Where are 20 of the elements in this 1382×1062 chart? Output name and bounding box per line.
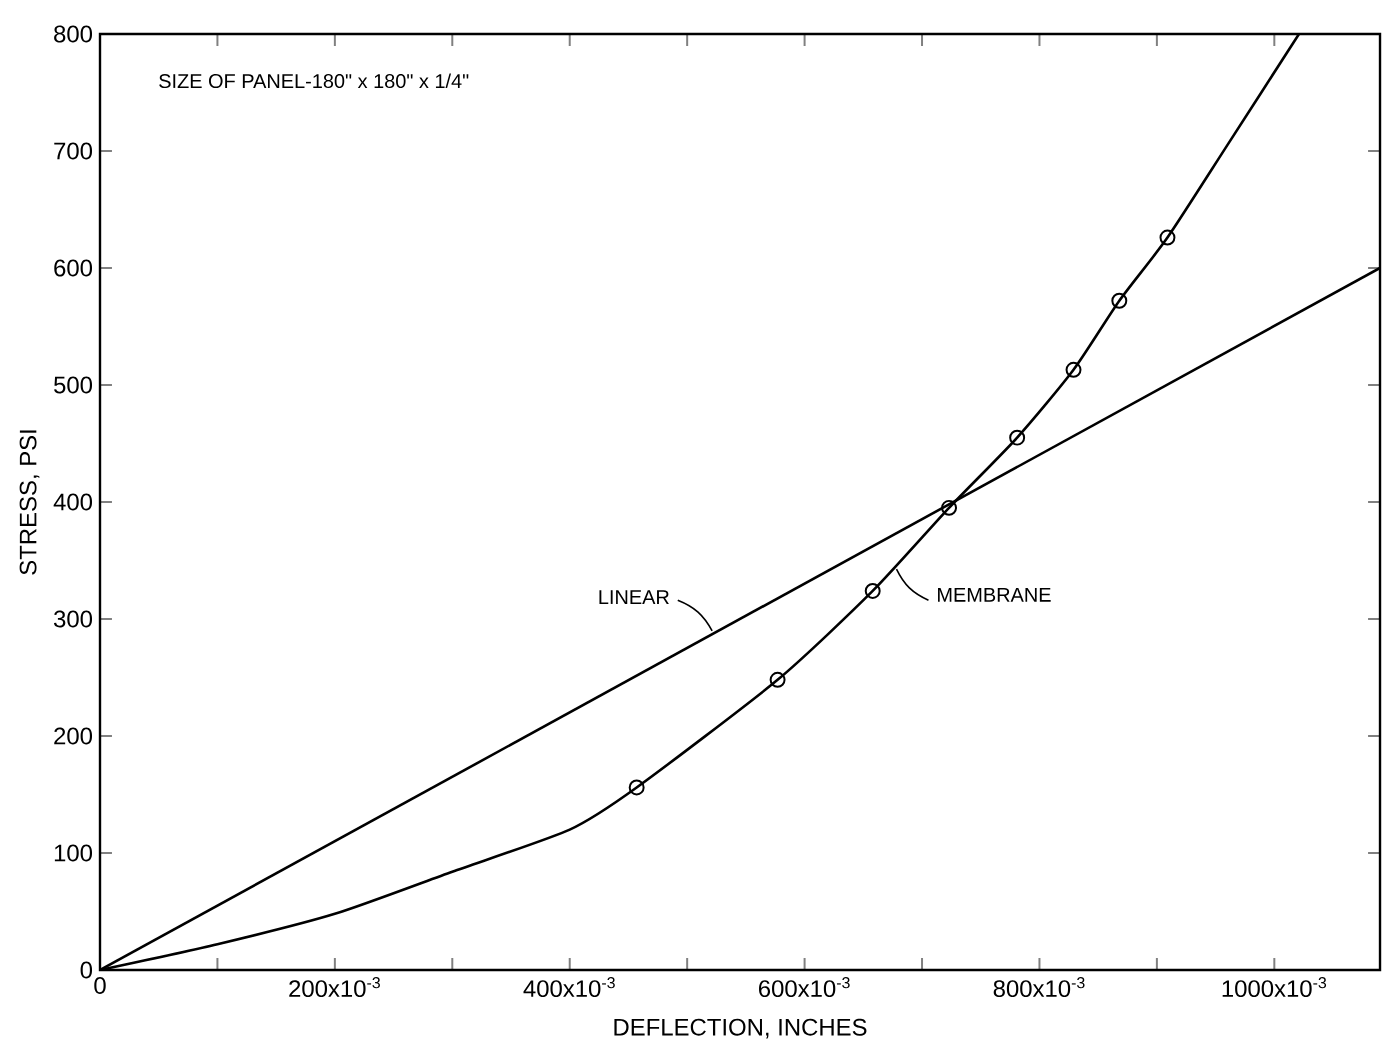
y-tick-label: 200	[54, 727, 93, 745]
y-tick-label: 600	[54, 259, 93, 277]
x-axis-title: DEFLECTION, INCHES	[614, 1018, 867, 1039]
y-tick-label: 500	[54, 376, 93, 394]
y-axis-title: STRESS, PSI	[19, 430, 40, 575]
y-tick-label: 700	[54, 142, 93, 160]
x-tick-label: 400x10$^{-3}$	[523, 977, 615, 998]
y-tick-label: 400	[53, 493, 93, 511]
y-tick-label: 0	[80, 961, 93, 979]
x-tick-label: 0	[94, 977, 106, 994]
x-tick-label: 200x10$^{-3}$	[289, 977, 380, 998]
text: LINEAR	[599, 590, 669, 604]
legend-label: MEMBRANE	[938, 587, 1051, 602]
annotation: SIZE OF PANEL-180" x 180" x 1/4"	[159, 73, 469, 89]
y-tick-label: 800	[54, 25, 93, 43]
y-tick-label: 300	[53, 610, 93, 628]
y-tick-label: 100	[54, 844, 93, 862]
x-tick-label: 600x10$^{-3}$	[759, 977, 850, 998]
x-tick-label: 800x10$^{-3}$	[993, 977, 1085, 998]
x-tick-label: 1000x10$^{-3}$	[1222, 977, 1327, 998]
